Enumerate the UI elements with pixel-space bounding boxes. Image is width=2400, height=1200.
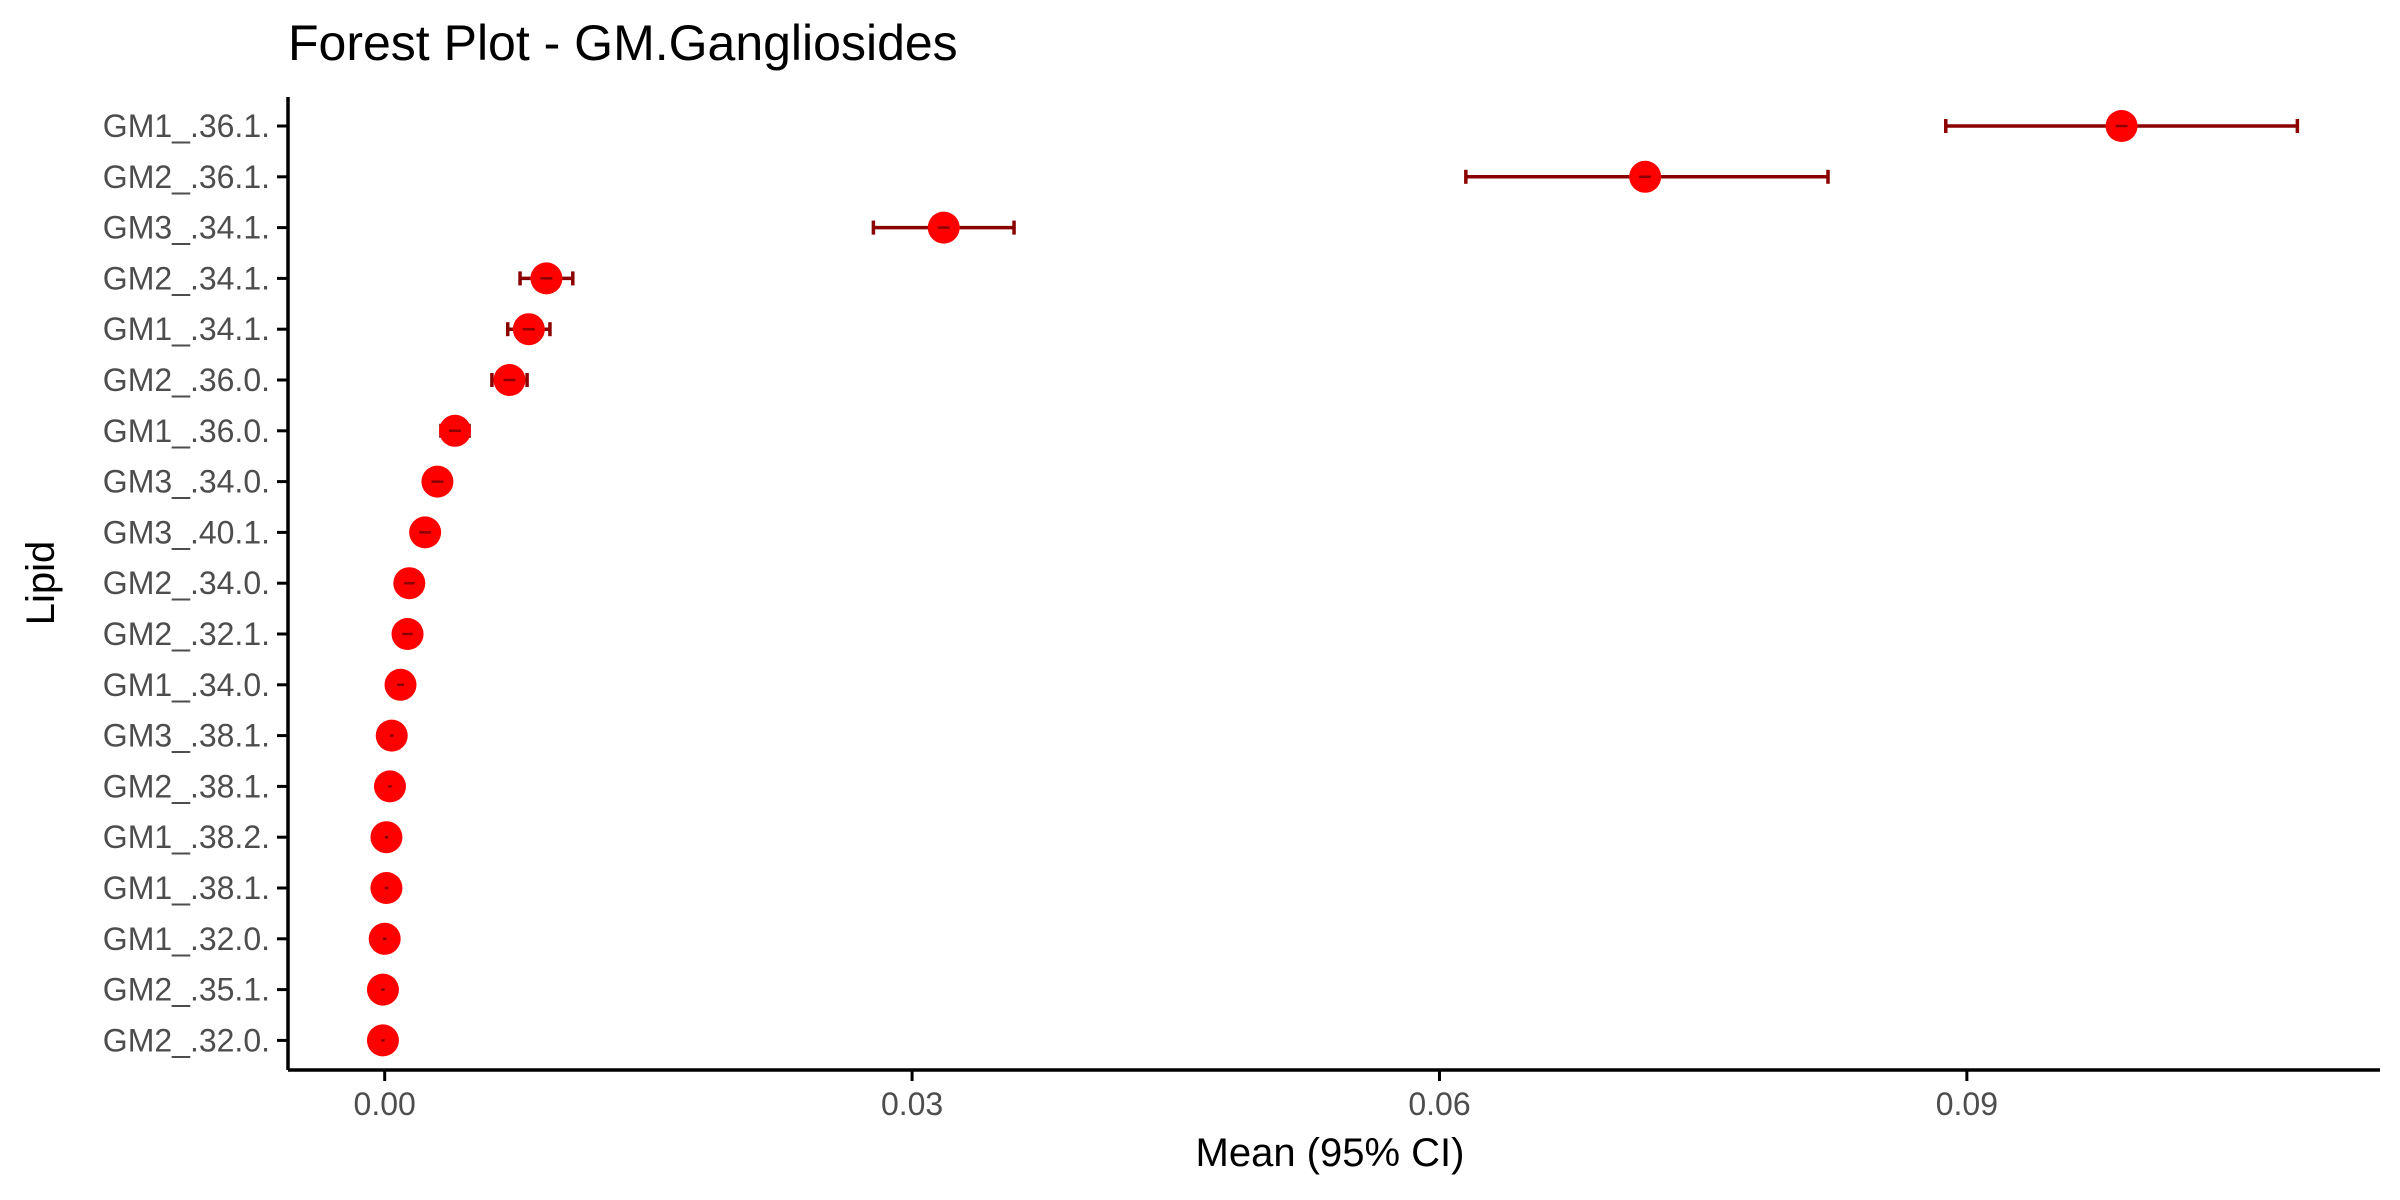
- x-tick-label: 0.03: [881, 1086, 943, 1122]
- y-tick-label: GM1_.38.1.: [103, 870, 270, 906]
- y-tick-label: GM2_.36.0.: [103, 362, 270, 398]
- x-tick-label: 0.06: [1408, 1086, 1470, 1122]
- y-tick-label: GM2_.38.1.: [103, 768, 270, 804]
- y-tick-label: GM3_.34.0.: [103, 464, 270, 500]
- y-tick-label: GM3_.34.1.: [103, 210, 270, 246]
- y-tick-label: GM2_.36.1.: [103, 159, 270, 195]
- y-axis-title: Lipid: [19, 541, 63, 626]
- mean-points: [366, 110, 2138, 1057]
- y-tick-label: GM3_.40.1.: [103, 514, 270, 550]
- y-tick-label: GM2_.35.1.: [103, 972, 270, 1008]
- x-tick-label: 0.09: [1936, 1086, 1998, 1122]
- y-tick-label: GM1_.32.0.: [103, 921, 270, 957]
- x-tick-label: 0.00: [354, 1086, 416, 1122]
- y-tick-label: GM2_.32.0.: [103, 1022, 270, 1058]
- x-axis-ticks: 0.00 0.03 0.06 0.09: [354, 1070, 1998, 1122]
- y-tick-label: GM2_.34.0.: [103, 565, 270, 601]
- y-tick-label: GM2_.34.1.: [103, 260, 270, 296]
- chart-title: Forest Plot - GM.Gangliosides: [288, 15, 958, 71]
- y-tick-label: GM1_.36.1.: [103, 108, 270, 144]
- y-tick-label: GM3_.38.1.: [103, 718, 270, 754]
- y-tick-label: GM1_.36.0.: [103, 413, 270, 449]
- error-bars: [379, 119, 2300, 1048]
- y-axis-ticks: GM1_.36.1. GM2_.36.1. GM3_.34.1. GM2_.34.1.…: [103, 108, 288, 1058]
- y-tick-label: GM1_.38.2.: [103, 819, 270, 855]
- y-tick-label: GM2_.32.1.: [103, 616, 270, 652]
- x-axis-title: Mean (95% CI): [1196, 1131, 1465, 1175]
- y-tick-label: GM1_.34.0.: [103, 667, 270, 703]
- y-tick-label: GM1_.34.1.: [103, 311, 270, 347]
